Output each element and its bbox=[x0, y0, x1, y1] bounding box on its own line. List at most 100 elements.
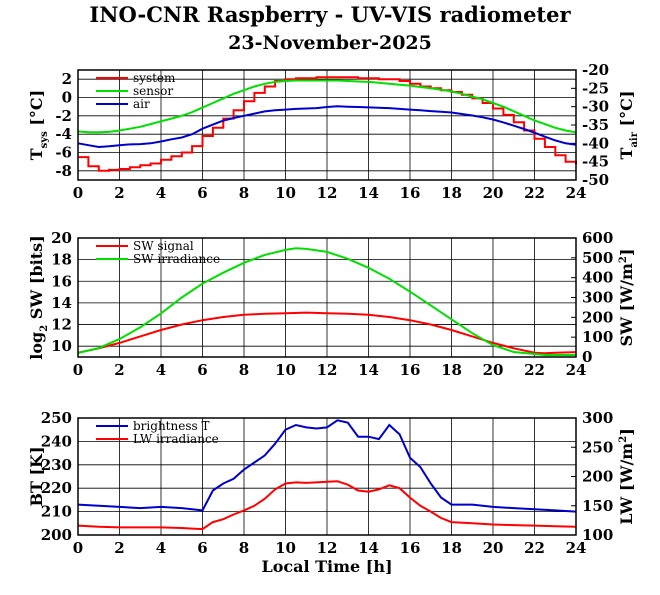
x-tick-label: 24 bbox=[566, 539, 587, 557]
x-tick-label: 14 bbox=[358, 539, 379, 557]
x-tick-label: 8 bbox=[239, 539, 249, 557]
x-tick-label: 16 bbox=[400, 539, 421, 557]
y-tick-label: 2 bbox=[62, 70, 72, 88]
panel-2: 0 2 4 6 8 10 12 14 16 18 20 22 242018161412106005004… bbox=[27, 229, 636, 379]
y2-axis-label: LW [W/m2] bbox=[617, 428, 636, 525]
y2-tick-label: 200 bbox=[582, 468, 613, 486]
y-tick-label: 230 bbox=[41, 456, 72, 474]
x-tick-label: 20 bbox=[483, 184, 504, 202]
series-line-lw-irradiance bbox=[77, 480, 577, 531]
chart-title: INO-CNR Raspberry - UV-VIS radiometer bbox=[89, 2, 571, 27]
y-tick-label: 14 bbox=[51, 294, 72, 312]
y2-tick-label: -25 bbox=[582, 79, 609, 97]
x-tick-label: 2 bbox=[114, 539, 124, 557]
x-tick-label: 12 bbox=[317, 539, 338, 557]
plot-frame bbox=[77, 237, 577, 358]
legend-label: SW irradiance bbox=[133, 252, 220, 266]
y-tick-label: -4 bbox=[55, 125, 72, 143]
x-tick-label: 12 bbox=[317, 184, 338, 202]
x-tick-label: 18 bbox=[441, 361, 462, 379]
x-tick-label: 24 bbox=[566, 184, 587, 202]
y2-tick-label: 500 bbox=[582, 249, 613, 267]
chart-date: 23-November-2025 bbox=[228, 32, 432, 54]
x-tick-label: 6 bbox=[197, 184, 207, 202]
x-tick-label: 2 bbox=[114, 361, 124, 379]
x-tick-label: 16 bbox=[400, 361, 421, 379]
y2-tick-label: -35 bbox=[582, 116, 609, 134]
y2-tick-label: 0 bbox=[582, 348, 592, 366]
x-tick-label: 6 bbox=[197, 361, 207, 379]
y2-tick-label: 200 bbox=[582, 308, 613, 326]
x-tick-label: 22 bbox=[524, 361, 545, 379]
x-tick-label: 18 bbox=[441, 184, 462, 202]
y2-axis-label: SW [W/m2] bbox=[617, 249, 636, 347]
x-tick-label: 10 bbox=[275, 361, 296, 379]
y-tick-label: -6 bbox=[55, 144, 72, 162]
x-tick-label: 22 bbox=[524, 539, 545, 557]
y2-tick-label: 100 bbox=[582, 328, 613, 346]
series-line-air bbox=[77, 105, 577, 149]
y2-tick-label: -20 bbox=[582, 61, 609, 79]
legend-label: LW irradiance bbox=[133, 432, 219, 446]
y-tick-label: 20 bbox=[51, 229, 72, 247]
panel-1: 0 2 4 6 8 10 12 14 16 18 20 22 2420-2-4-6-8-20-25-30… bbox=[27, 61, 640, 202]
y2-tick-label: 250 bbox=[582, 438, 613, 456]
y-axis-label: Tsys [°C] bbox=[27, 90, 50, 160]
y2-tick-label: 100 bbox=[582, 526, 613, 544]
y2-tick-label: -40 bbox=[582, 134, 609, 152]
legend-label: system bbox=[133, 71, 176, 85]
x-tick-label: 6 bbox=[197, 539, 207, 557]
x-tick-label: 0 bbox=[73, 184, 83, 202]
y-tick-label: 0 bbox=[62, 89, 72, 107]
y-tick-label: 210 bbox=[41, 503, 72, 521]
y2-tick-label: 300 bbox=[582, 409, 613, 427]
series-line-system bbox=[78, 76, 577, 172]
x-tick-label: 8 bbox=[239, 184, 249, 202]
y-tick-label: 10 bbox=[51, 337, 72, 355]
y-tick-label: 200 bbox=[41, 526, 72, 544]
x-tick-label: 4 bbox=[156, 539, 166, 557]
x-tick-label: 14 bbox=[358, 361, 379, 379]
x-tick-label: 8 bbox=[239, 361, 249, 379]
y2-tick-label: 150 bbox=[582, 497, 613, 515]
x-tick-label: 0 bbox=[73, 539, 83, 557]
legend-label: SW signal bbox=[133, 239, 194, 253]
x-tick-label: 14 bbox=[358, 184, 379, 202]
x-tick-label: 12 bbox=[317, 361, 338, 379]
y-tick-label: 16 bbox=[51, 272, 72, 290]
x-axis-label: Local Time [h] bbox=[261, 557, 392, 576]
x-tick-label: 10 bbox=[275, 184, 296, 202]
y2-tick-label: -45 bbox=[582, 153, 609, 171]
series-line-sw-signal bbox=[77, 311, 577, 355]
x-tick-label: 16 bbox=[400, 184, 421, 202]
legend-label: air bbox=[133, 97, 150, 111]
y-tick-label: -8 bbox=[55, 162, 72, 180]
y-axis-label: BT [K] bbox=[27, 446, 46, 506]
y-tick-label: 220 bbox=[41, 479, 72, 497]
plot-frame bbox=[77, 417, 577, 536]
y-tick-label: -2 bbox=[55, 107, 72, 125]
x-tick-label: 20 bbox=[483, 539, 504, 557]
series-line-brightness-t bbox=[77, 419, 577, 513]
y-tick-label: 18 bbox=[51, 251, 72, 269]
x-tick-label: 24 bbox=[566, 361, 587, 379]
legend-label: sensor bbox=[133, 84, 173, 98]
series-line-sw-irradiance bbox=[77, 247, 576, 356]
x-tick-label: 4 bbox=[156, 361, 166, 379]
x-tick-label: 20 bbox=[483, 361, 504, 379]
y-tick-label: 12 bbox=[51, 316, 72, 334]
series-line-sensor bbox=[77, 79, 577, 134]
y-tick-label: 250 bbox=[41, 409, 72, 427]
y-axis-label: log2 SW [bits] bbox=[27, 235, 50, 359]
y2-tick-label: 600 bbox=[582, 229, 613, 247]
legend-label: brightness T bbox=[133, 419, 209, 433]
y2-axis-label: Tair [°C] bbox=[617, 91, 640, 160]
x-tick-label: 10 bbox=[275, 539, 296, 557]
y2-tick-label: 300 bbox=[582, 289, 613, 307]
x-tick-label: 18 bbox=[441, 539, 462, 557]
y2-tick-label: -30 bbox=[582, 98, 609, 116]
panel-3: 0 2 4 6 8 10 12 14 16 18 20 22 242502402302202102003… bbox=[27, 409, 636, 576]
x-tick-label: 0 bbox=[73, 361, 83, 379]
x-tick-label: 22 bbox=[524, 184, 545, 202]
